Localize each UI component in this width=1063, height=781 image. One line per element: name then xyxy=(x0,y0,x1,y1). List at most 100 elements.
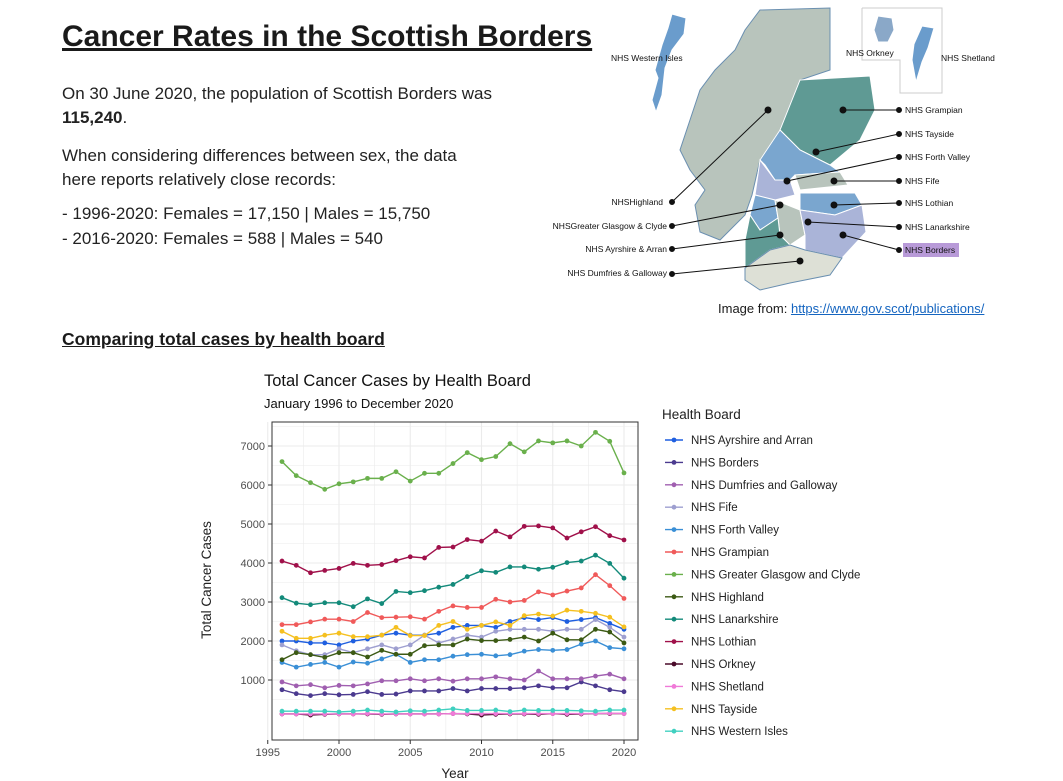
label-forth-valley: NHS Forth Valley xyxy=(905,152,971,162)
data-point-nhs-fife xyxy=(464,632,470,638)
credit-link[interactable]: https://www.gov.scot/publications/ xyxy=(790,301,985,316)
data-point-nhs-grampian xyxy=(308,619,313,625)
data-point-nhs-highland xyxy=(379,647,385,653)
data-point-nhs-dumfries-and-galloway xyxy=(564,676,570,682)
data-point-nhs-lanarkshire xyxy=(422,588,427,594)
data-point-nhs-tayside xyxy=(479,623,484,628)
data-point-nhs-grampian xyxy=(450,603,456,609)
data-point-nhs-lanarkshire xyxy=(308,602,313,608)
data-point-nhs-lothian xyxy=(308,570,313,576)
data-point-nhs-lothian xyxy=(521,523,527,529)
data-point-nhs-dumfries-and-galloway xyxy=(379,678,385,684)
data-point-nhs-dumfries-and-galloway xyxy=(479,676,484,682)
data-point-nhs-fife xyxy=(279,642,285,648)
cancer-cases-chart: Total Cancer Cases by Health Board Janua… xyxy=(199,372,860,781)
data-point-nhs-lothian xyxy=(422,555,427,561)
series-line-nhs-greater-glasgow-and-clyde xyxy=(281,431,625,491)
label-lanarkshire: NHS Lanarkshire xyxy=(905,222,970,232)
data-point-nhs-grampian xyxy=(422,616,427,622)
data-point-nhs-western-isles xyxy=(464,708,470,713)
data-point-nhs-fife xyxy=(578,626,584,632)
data-point-nhs-ayrshire-and-arran xyxy=(507,619,513,624)
data-point-nhs-grampian xyxy=(436,608,442,614)
data-point-nhs-grampian xyxy=(564,588,570,594)
data-point-nhs-highland xyxy=(450,642,456,648)
data-point-nhs-grampian xyxy=(279,622,285,628)
data-point-nhs-fife xyxy=(621,634,627,640)
data-point-nhs-borders xyxy=(521,685,527,691)
sex-note: When considering differences between sex… xyxy=(62,146,457,189)
data-point-nhs-grampian xyxy=(336,616,342,622)
legend-title: Health Board xyxy=(662,407,741,422)
data-point-nhs-greater-glasgow-and-clyde xyxy=(536,438,541,444)
data-point-nhs-western-isles xyxy=(379,708,385,714)
legend-key-point xyxy=(671,437,677,443)
data-point-nhs-borders xyxy=(336,692,342,698)
data-point-nhs-borders xyxy=(493,686,499,691)
data-point-nhs-ayrshire-and-arran xyxy=(350,638,356,644)
data-point-nhs-ayrshire-and-arran xyxy=(536,617,541,622)
x-tick-label: 2005 xyxy=(398,747,422,759)
x-tick-label: 1995 xyxy=(256,747,280,759)
label-orkney: NHS Orkney xyxy=(846,48,894,58)
data-point-nhs-tayside xyxy=(578,608,584,614)
data-point-nhs-lothian xyxy=(493,528,499,534)
y-axis-label: Total Cancer Cases xyxy=(199,521,214,639)
population-suffix: . xyxy=(122,108,128,127)
data-point-nhs-greater-glasgow-and-clyde xyxy=(593,429,598,435)
data-point-nhs-highland xyxy=(322,654,328,660)
data-point-nhs-highland xyxy=(293,650,299,656)
data-point-nhs-forth-valley xyxy=(379,656,385,662)
data-point-nhs-fife xyxy=(536,626,541,632)
data-point-nhs-forth-valley xyxy=(621,646,627,652)
data-point-nhs-borders xyxy=(308,693,313,698)
data-point-nhs-borders xyxy=(464,688,470,694)
data-point-nhs-tayside xyxy=(379,632,385,638)
legend-key-point xyxy=(671,661,677,667)
data-point-nhs-dumfries-and-galloway xyxy=(407,676,413,682)
data-point-nhs-lanarkshire xyxy=(621,575,627,581)
legend-key-point xyxy=(671,572,677,577)
label-tayside: NHS Tayside xyxy=(905,129,954,139)
data-point-nhs-shetland xyxy=(621,711,627,716)
data-point-nhs-lanarkshire xyxy=(593,552,598,558)
data-point-nhs-western-isles xyxy=(350,708,356,714)
data-point-nhs-western-isles xyxy=(607,707,613,713)
data-point-nhs-dumfries-and-galloway xyxy=(550,676,556,682)
legend-key-point xyxy=(671,549,677,555)
legend-label-nhs-ayrshire-and-arran: NHS Ayrshire and Arran xyxy=(691,435,813,447)
data-point-nhs-grampian xyxy=(593,572,598,578)
legend-label-nhs-grampian: NHS Grampian xyxy=(691,547,769,559)
data-point-nhs-lothian xyxy=(322,568,328,573)
data-point-nhs-highland xyxy=(578,637,584,643)
data-point-nhs-grampian xyxy=(578,585,584,591)
data-point-nhs-western-isles xyxy=(279,708,285,714)
data-point-nhs-lanarkshire xyxy=(507,564,513,570)
data-point-nhs-lanarkshire xyxy=(550,564,556,570)
data-point-nhs-western-isles xyxy=(593,708,598,714)
data-point-nhs-greater-glasgow-and-clyde xyxy=(279,459,285,464)
page-title: Cancer Rates in the Scottish Borders xyxy=(62,20,593,53)
data-point-nhs-lothian xyxy=(379,562,385,567)
label-borders: NHS Borders xyxy=(905,245,955,255)
data-point-nhs-lanarkshire xyxy=(379,601,385,606)
data-point-nhs-dumfries-and-galloway xyxy=(607,671,613,677)
data-point-nhs-borders xyxy=(607,687,613,693)
data-point-nhs-borders xyxy=(436,688,442,694)
data-point-nhs-fife xyxy=(393,646,399,652)
legend-label-nhs-dumfries-and-galloway: NHS Dumfries and Galloway xyxy=(691,480,838,492)
data-point-nhs-lothian xyxy=(607,533,613,539)
data-point-nhs-forth-valley xyxy=(564,647,570,652)
data-point-nhs-dumfries-and-galloway xyxy=(322,685,328,691)
data-point-nhs-greater-glasgow-and-clyde xyxy=(350,479,356,485)
data-point-nhs-ayrshire-and-arran xyxy=(336,642,342,648)
data-point-nhs-borders xyxy=(279,687,285,693)
data-point-nhs-dumfries-and-galloway xyxy=(493,674,499,680)
data-point-nhs-grampian xyxy=(521,598,527,603)
data-point-nhs-lothian xyxy=(279,558,285,564)
data-point-nhs-forth-valley xyxy=(550,647,556,653)
data-point-nhs-borders xyxy=(536,683,541,689)
legend-label-nhs-borders: NHS Borders xyxy=(691,457,759,469)
data-point-nhs-grampian xyxy=(350,619,356,624)
data-point-nhs-ayrshire-and-arran xyxy=(450,624,456,630)
